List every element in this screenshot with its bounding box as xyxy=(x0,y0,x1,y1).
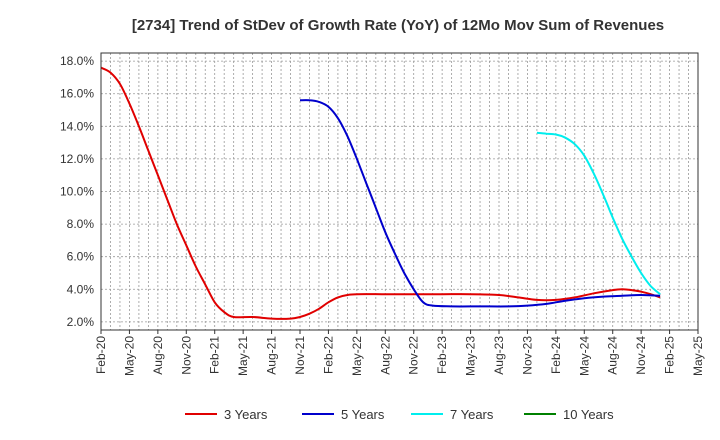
legend-label: 10 Years xyxy=(563,407,614,422)
x-tick-label: Feb-23 xyxy=(435,336,449,374)
x-tick-label: May-25 xyxy=(691,336,705,376)
x-tick-label: Nov-24 xyxy=(634,336,648,375)
x-tick-label: May-23 xyxy=(464,336,478,376)
x-tick-label: Nov-20 xyxy=(179,336,193,375)
legend-label: 3 Years xyxy=(224,407,268,422)
x-tick-label: Nov-23 xyxy=(520,336,534,375)
x-axis: Feb-20 May-20 Aug-20 Nov-20 Feb-21 May-21 Aug-… xyxy=(94,330,705,376)
y-tick-label: 18.0% xyxy=(60,54,94,68)
x-tick-label: Feb-25 xyxy=(663,336,677,374)
series-lines xyxy=(100,66,661,320)
x-tick-label: Aug-20 xyxy=(151,336,165,375)
chart-title: [2734] Trend of StDev of Growth Rate (Yo… xyxy=(132,17,664,34)
y-tick-label: 6.0% xyxy=(67,250,95,264)
legend-label: 7 Years xyxy=(450,407,494,422)
y-tick-label: 2.0% xyxy=(67,315,95,329)
x-tick-label: May-22 xyxy=(350,336,364,376)
y-axis: 2.0% 4.0% 6.0% 8.0% 10.0% 12.0% 14.0% 16.0% 18.0… xyxy=(60,54,94,329)
x-tick-label: May-20 xyxy=(122,336,136,376)
x-tick-label: Nov-21 xyxy=(293,336,307,375)
x-tick-label: Feb-22 xyxy=(321,336,335,374)
y-tick-label: 8.0% xyxy=(67,217,95,231)
x-tick-label: May-24 xyxy=(577,336,591,376)
legend: 3 Years 5 Years 7 Years 10 Years xyxy=(185,407,614,422)
y-tick-label: 14.0% xyxy=(60,119,94,133)
x-tick-label: Feb-21 xyxy=(208,336,222,374)
x-tick-label: Feb-24 xyxy=(549,336,563,374)
y-tick-label: 16.0% xyxy=(60,87,94,101)
y-tick-label: 4.0% xyxy=(67,282,95,296)
grid xyxy=(101,53,698,330)
x-tick-label: May-21 xyxy=(236,336,250,376)
x-tick-label: Aug-21 xyxy=(265,336,279,375)
legend-label: 5 Years xyxy=(341,407,385,422)
x-tick-label: Nov-22 xyxy=(407,336,421,375)
x-tick-label: Aug-22 xyxy=(378,336,392,375)
plot-area xyxy=(100,52,699,331)
series-line-7-years xyxy=(536,131,661,295)
series-line-3-years xyxy=(100,66,661,320)
y-tick-label: 10.0% xyxy=(60,185,94,199)
y-tick-label: 12.0% xyxy=(60,152,94,166)
x-tick-label: Feb-20 xyxy=(94,336,108,374)
x-tick-label: Aug-24 xyxy=(606,336,620,375)
series-line-5-years xyxy=(299,99,661,308)
x-tick-label: Aug-23 xyxy=(492,336,506,375)
